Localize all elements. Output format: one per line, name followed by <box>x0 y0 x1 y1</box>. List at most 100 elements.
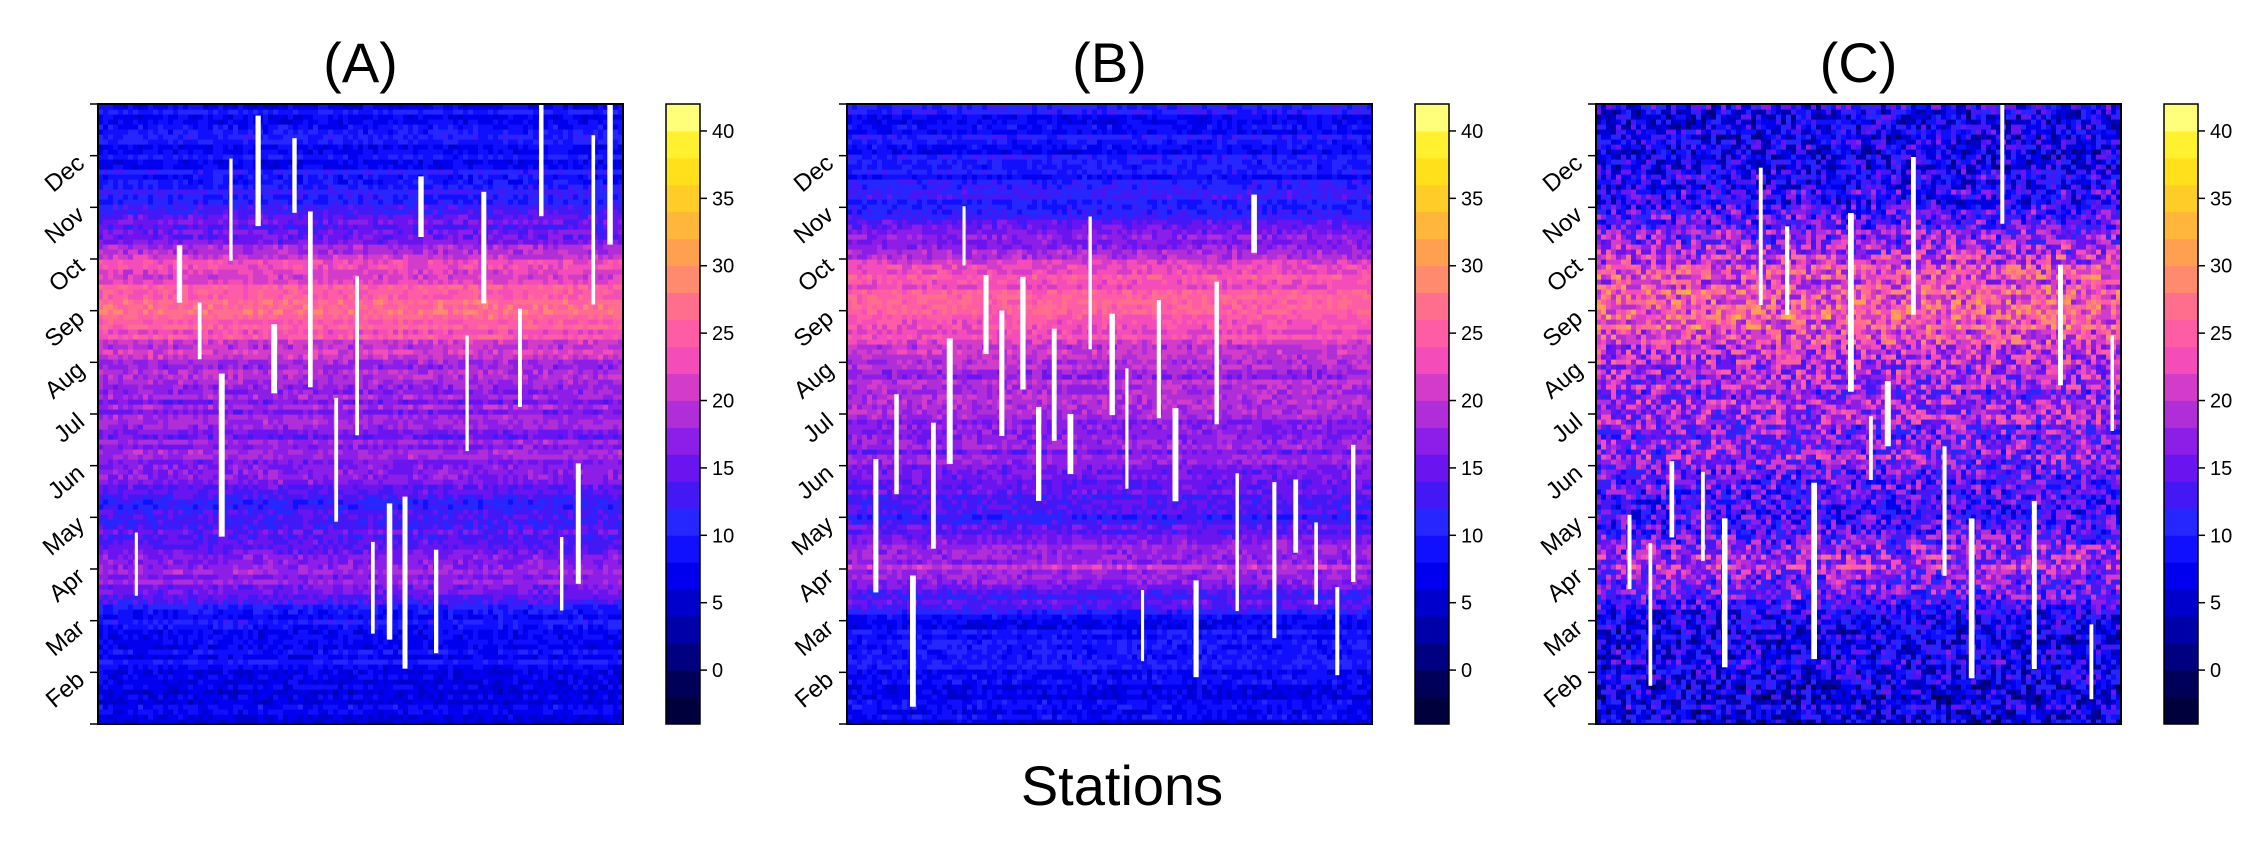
heatmap-cell <box>483 684 489 690</box>
heatmap-cell <box>148 679 154 685</box>
heatmap-cell <box>323 714 329 720</box>
heatmap-cell <box>478 699 484 705</box>
heatmap-cell <box>343 679 349 685</box>
heatmap-cell <box>333 689 339 695</box>
heatmap-cell <box>348 714 354 720</box>
heatmap-cell <box>553 699 559 705</box>
heatmap-cell <box>423 709 429 715</box>
heatmap-cell <box>108 704 114 710</box>
heatmap-cell <box>343 704 349 710</box>
heatmap-cell <box>393 699 399 705</box>
heatmap-cell <box>318 689 324 695</box>
heatmap-cell <box>128 684 134 690</box>
heatmap-cell <box>143 704 149 710</box>
heatmap-cell <box>408 699 414 705</box>
heatmap-cell <box>263 679 269 685</box>
heatmap-cell <box>293 689 299 695</box>
heatmap-cell <box>273 684 279 690</box>
heatmap-cell <box>563 709 569 715</box>
heatmap-cell <box>498 694 504 700</box>
heatmap-cell <box>533 684 539 690</box>
heatmap-cell <box>318 694 324 700</box>
heatmap-cell <box>533 679 539 685</box>
heatmap-cell <box>298 709 304 715</box>
heatmap-cell <box>533 694 539 700</box>
heatmap-cell <box>593 699 599 705</box>
heatmap-cell <box>438 699 444 705</box>
heatmap-cell <box>603 699 609 705</box>
heatmap-cell <box>333 704 339 710</box>
heatmap-cell <box>328 709 334 715</box>
heatmap-cell <box>178 689 184 695</box>
heatmap-cell <box>493 694 499 700</box>
heatmap-cell <box>248 709 254 715</box>
heatmap-cell <box>548 714 554 720</box>
heatmap-cell <box>148 699 154 705</box>
heatmap-cell <box>273 679 279 685</box>
heatmap-cell <box>498 689 504 695</box>
heatmap-cell <box>208 709 214 715</box>
heatmap-cell <box>193 684 199 690</box>
heatmap-cell <box>553 684 559 690</box>
heatmap-cell <box>363 709 369 715</box>
heatmap-cell <box>398 699 404 705</box>
heatmap-cell <box>323 684 329 690</box>
heatmap-cell <box>323 689 329 695</box>
heatmap-cell <box>563 694 569 700</box>
heatmap-cell <box>568 714 574 720</box>
heatmap-cell <box>378 709 384 715</box>
heatmap-cell <box>338 694 344 700</box>
heatmap-cell <box>298 679 304 685</box>
heatmap-cell <box>393 689 399 695</box>
heatmap-cell <box>498 684 504 690</box>
heatmap-cell <box>128 689 134 695</box>
heatmap-cell <box>343 684 349 690</box>
heatmap-cell <box>473 704 479 710</box>
heatmap-cell <box>173 684 179 690</box>
heatmap-cell <box>498 714 504 720</box>
heatmap-cell <box>213 704 219 710</box>
heatmap-cell <box>498 679 504 685</box>
heatmap-cell <box>518 714 524 720</box>
heatmap-cell <box>473 689 479 695</box>
heatmap-cell <box>438 694 444 700</box>
heatmap-cell <box>538 699 544 705</box>
heatmap-cell <box>438 704 444 710</box>
heatmap-cell <box>448 694 454 700</box>
panels-group: (A)FebMarAprMayJunJulAugSepOctNovDec0510… <box>38 31 2232 725</box>
heatmap-cell <box>523 704 529 710</box>
heatmap-cell <box>298 699 304 705</box>
heatmap-cell <box>558 684 564 690</box>
heatmap-cell <box>243 714 249 720</box>
heatmap-cell <box>513 684 519 690</box>
heatmap-cell <box>158 709 164 715</box>
heatmap-cell <box>558 699 564 705</box>
heatmap-cell <box>148 709 154 715</box>
heatmap-cell <box>378 699 384 705</box>
heatmap-cell <box>208 684 214 690</box>
heatmap-cell <box>368 699 374 705</box>
heatmap-cell <box>343 714 349 720</box>
heatmap-cell <box>123 694 129 700</box>
heatmap-cell <box>323 699 329 705</box>
heatmap-cell <box>273 709 279 715</box>
heatmap-cell <box>223 704 229 710</box>
heatmap-cell <box>513 714 519 720</box>
heatmap-cell <box>293 699 299 705</box>
heatmap-cell <box>103 714 109 720</box>
heatmap-cell <box>263 699 269 705</box>
heatmap-cell <box>173 699 179 705</box>
heatmap-cell <box>428 689 434 695</box>
heatmap-cell <box>198 704 204 710</box>
heatmap-cell <box>508 704 514 710</box>
heatmap-cell <box>403 699 409 705</box>
heatmap-cell <box>403 709 409 715</box>
heatmap-cell <box>613 699 619 705</box>
heatmap-cell <box>588 694 594 700</box>
heatmap-cell <box>183 699 189 705</box>
heatmap-cell <box>563 684 569 690</box>
heatmap-cell <box>323 709 329 715</box>
heatmap-cell <box>328 694 334 700</box>
heatmap-cell <box>228 699 234 705</box>
heatmap-cell <box>173 689 179 695</box>
